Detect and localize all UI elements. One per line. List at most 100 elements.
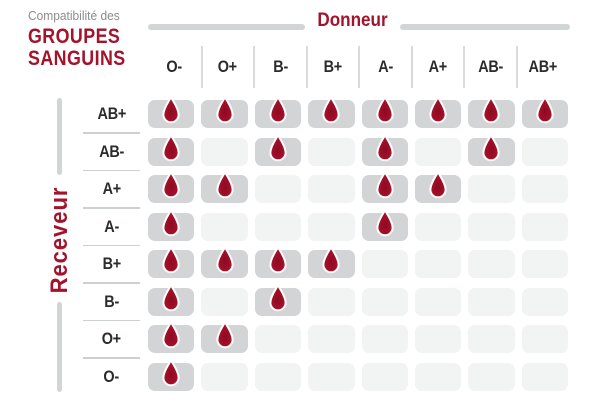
blood-drop-icon [269, 133, 287, 161]
compat-cell [308, 175, 355, 203]
receiver-row-label-text: A+ [102, 179, 121, 198]
compat-cell [521, 250, 568, 278]
receiver-row-label-text: O+ [101, 329, 122, 348]
compat-cell [521, 175, 568, 203]
chart-title-prefix: Compatibilité des [28, 8, 120, 23]
compat-cell [414, 96, 462, 128]
blood-drop-icon [215, 96, 234, 124]
compat-cell [254, 325, 302, 353]
blood-drop-icon [376, 133, 394, 161]
donor-column-headers: O- O+ B- B+ A- A+ AB- AB+ [148, 46, 568, 88]
chart-title-line1: GROUPES [28, 25, 121, 48]
matrix-row-AB- [148, 133, 568, 176]
compat-cell [201, 321, 248, 353]
donor-col-header-AB-: AB- [463, 46, 516, 88]
matrix-row-A- [148, 208, 568, 251]
receiver-row-label-AB-: AB- [83, 138, 140, 176]
compat-cell [414, 212, 462, 241]
receiver-axis-rule-top [56, 98, 62, 175]
blood-drop-icon [376, 96, 394, 124]
compat-cell [361, 325, 408, 353]
compat-cell [201, 137, 248, 166]
compat-cell [414, 250, 462, 278]
compat-cell [521, 287, 568, 316]
matrix-row-B- [148, 283, 568, 326]
blood-drop-icon [162, 96, 180, 124]
receiver-row-label-B+: B+ [83, 250, 140, 288]
compat-cell [201, 171, 248, 203]
compat-cell [308, 362, 355, 391]
blood-drop-icon [429, 96, 447, 124]
matrix-row-O+ [148, 321, 568, 363]
compat-cell [254, 133, 302, 166]
receiver-row-label-A+: A+ [83, 175, 140, 213]
blood-drop-icon [376, 171, 394, 199]
receiver-row-label-text: AB+ [97, 104, 126, 123]
donor-col-header-text: B- [272, 57, 288, 76]
compat-cell [201, 362, 248, 391]
compat-cell [468, 325, 515, 353]
blood-drop-icon [322, 96, 340, 124]
compat-cell [361, 362, 408, 391]
compat-cell [308, 96, 355, 128]
donor-col-header-text: A+ [428, 57, 448, 76]
compat-cell [148, 358, 195, 391]
matrix-row-O- [148, 358, 568, 400]
donor-col-header-AB+: AB+ [515, 46, 569, 88]
compat-cell [201, 96, 248, 128]
compat-cell [468, 287, 515, 316]
donor-col-header-text: A- [377, 57, 393, 76]
blood-drop-icon [162, 208, 180, 236]
compat-cell [148, 321, 195, 353]
receiver-axis-rule-bottom [56, 302, 62, 392]
compat-cell [148, 171, 195, 203]
compat-cell [361, 171, 408, 203]
compat-cell [308, 137, 355, 166]
blood-drop-icon [215, 171, 234, 199]
donor-col-header-A-: A- [358, 46, 411, 88]
compat-cell [361, 96, 408, 128]
compat-cell [254, 246, 302, 278]
blood-drop-icon [482, 96, 501, 124]
receiver-row-label-text: AB- [99, 141, 124, 161]
blood-drop-icon [269, 283, 287, 311]
compat-cell [521, 137, 568, 166]
blood-drop-icon [322, 246, 340, 274]
compat-cell [148, 246, 195, 278]
receiver-row-label-text: B+ [102, 254, 121, 273]
compat-cell [468, 175, 515, 203]
blood-drop-icon [269, 96, 287, 124]
receiver-row-label-AB+: AB+ [83, 100, 140, 138]
compat-cell [414, 137, 462, 166]
compat-cell [414, 287, 462, 316]
blood-drop-icon [162, 133, 180, 161]
compat-cell [254, 362, 302, 391]
compat-cell [468, 250, 515, 278]
compat-cell [148, 96, 195, 128]
donor-col-header-text: AB+ [528, 57, 558, 76]
compat-cell [148, 133, 195, 166]
compat-cell [521, 96, 568, 128]
donor-axis-label: Donneur [317, 10, 388, 31]
donor-col-header-text: B+ [323, 57, 343, 76]
compat-cell [308, 325, 355, 353]
compat-cell [468, 212, 515, 241]
compat-cell [414, 362, 462, 391]
receiver-row-label-O+: O+ [83, 325, 140, 363]
compat-cell [521, 212, 568, 241]
receiver-axis-label: Receveur [46, 186, 73, 294]
compat-cell [521, 362, 568, 391]
donor-col-header-text: AB- [477, 57, 503, 76]
compat-cell [201, 287, 248, 316]
compat-cell [308, 246, 355, 278]
blood-drop-icon [162, 171, 180, 199]
matrix-row-A+ [148, 171, 568, 213]
matrix-row-AB+ [148, 96, 568, 138]
compatibility-matrix [148, 96, 568, 400]
donor-col-header-B+: B+ [305, 46, 359, 88]
receiver-row-labels: AB+ AB- A+ A- B+ B- O+ O- [83, 100, 140, 400]
compat-cell [361, 250, 408, 278]
blood-drop-icon [215, 321, 234, 349]
donor-col-header-B-: B- [253, 46, 306, 88]
